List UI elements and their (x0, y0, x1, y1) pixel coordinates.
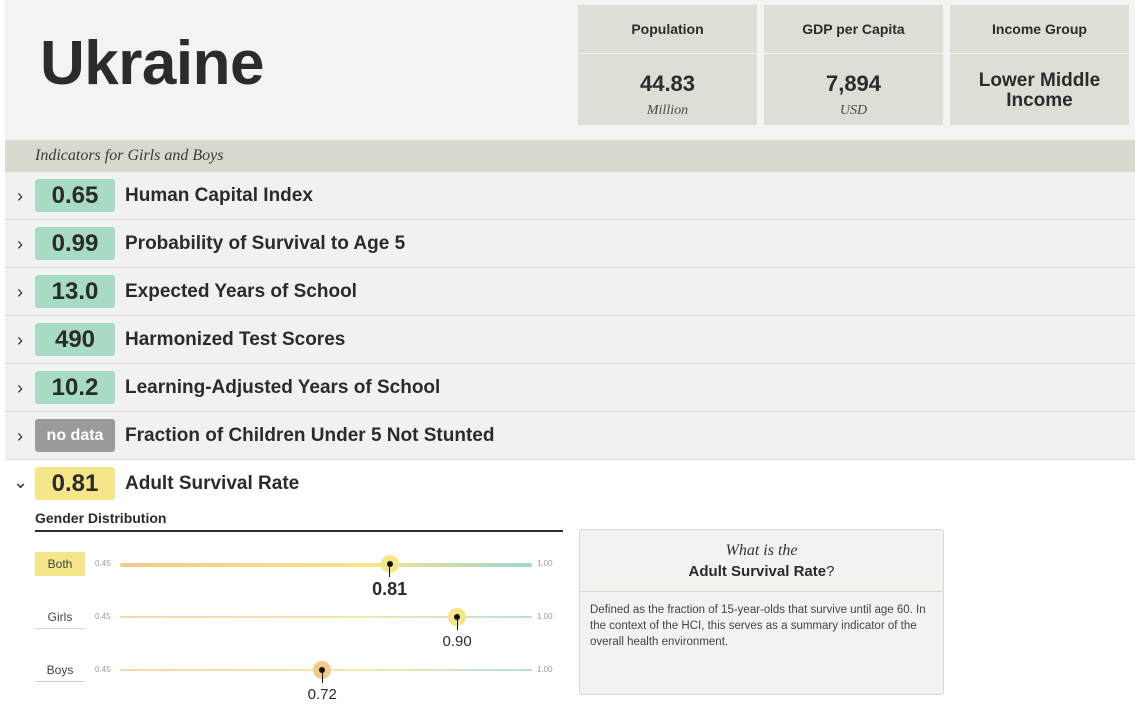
indicator-label: Harmonized Test Scores (125, 329, 346, 350)
marker-pin-head (319, 667, 326, 673)
marker-pin-head (386, 561, 393, 567)
info-definition: Defined as the fraction of 15-year-olds … (590, 604, 926, 648)
indicators-section-title: Indicators for Girls and Boys (35, 147, 224, 164)
info-question-suffix: ? (826, 563, 835, 580)
indicator-row-survival-age-5[interactable]: › 0.99 Probability of Survival to Age 5 (5, 220, 1135, 268)
stat-label: Income Group (950, 5, 1129, 54)
scale-max-label: 1.00 (537, 612, 553, 621)
gender-value-label: 0.72 (307, 686, 337, 703)
gender-toggle-girls[interactable]: Girls (35, 605, 85, 629)
chevron-right-icon[interactable]: › (17, 186, 23, 206)
stat-unit: USD (839, 103, 868, 118)
stat-value: 7,894 (825, 71, 882, 96)
left-rail (0, 0, 5, 712)
stat-label: Population (578, 5, 757, 54)
stat-value: 44.83 (639, 71, 696, 96)
stat-card-gdp: GDP per Capita 7,894 USD (764, 5, 943, 125)
country-title: Ukraine (40, 29, 264, 98)
chevron-right-icon[interactable]: › (17, 378, 23, 398)
scale-min-label: 0.45 (95, 665, 111, 674)
info-question-prefix: What is the (725, 542, 798, 559)
indicator-label: Probability of Survival to Age 5 (125, 233, 406, 254)
indicator-value-badge: 13.0 (35, 275, 115, 308)
indicator-row-lays[interactable]: › 10.2 Learning-Adjusted Years of School (5, 364, 1135, 412)
gender-value-track (120, 563, 532, 567)
indicator-label: Adult Survival Rate (125, 473, 300, 494)
scale-max-label: 1.00 (537, 665, 553, 674)
indicator-value-badge: 0.99 (35, 227, 115, 260)
marker-pin-line (321, 671, 323, 683)
scale-min-label: 0.45 (95, 559, 111, 568)
indicator-row-expected-years-school[interactable]: › 13.0 Expected Years of School (5, 268, 1135, 316)
info-divider (580, 591, 943, 592)
indicator-label: Fraction of Children Under 5 Not Stunted (125, 425, 495, 446)
info-question: Adult Survival Rate? (580, 563, 943, 580)
marker-pin-line (389, 565, 391, 577)
indicator-value-badge: 0.81 (35, 467, 115, 500)
country-header (5, 0, 1135, 140)
stat-value-line: Income (1006, 90, 1073, 111)
chevron-right-icon[interactable]: › (17, 282, 23, 302)
marker-pin-head (454, 614, 461, 620)
gender-toggle-both[interactable]: Both (35, 552, 85, 576)
indicator-value-badge: 490 (35, 323, 115, 356)
indicator-value-badge: 10.2 (35, 371, 115, 404)
indicator-label: Human Capital Index (125, 185, 313, 206)
chevron-right-icon[interactable]: › (17, 330, 23, 350)
stat-value: Lower Middle Income (950, 71, 1129, 111)
scale-max-label: 1.00 (537, 559, 553, 568)
marker-pin-line (456, 618, 458, 630)
gender-distribution-title: Gender Distribution (35, 510, 167, 526)
indicators-section-header: Indicators for Girls and Boys (5, 140, 1135, 172)
gender-value-track (120, 616, 532, 618)
stat-label: GDP per Capita (764, 5, 943, 54)
stat-card-population: Population 44.83 Million (578, 5, 757, 125)
stat-value-line: Lower Middle (978, 70, 1101, 91)
chevron-down-icon[interactable]: ⌄ (13, 472, 29, 492)
indicator-label: Expected Years of School (125, 281, 357, 302)
gender-distribution-rule (35, 530, 563, 532)
gender-value-label: 0.81 (372, 579, 408, 599)
stat-card-income-group: Income Group Lower Middle Income (950, 5, 1129, 125)
stat-unit: Million (646, 103, 689, 118)
indicator-label: Learning-Adjusted Years of School (125, 377, 441, 398)
scale-min-label: 0.45 (95, 612, 111, 621)
indicator-row-test-scores[interactable]: › 490 Harmonized Test Scores (5, 316, 1135, 364)
indicator-value-badge: 0.65 (35, 179, 115, 212)
info-question-term: Adult Survival Rate (688, 563, 827, 580)
gender-value-label: 0.90 (442, 633, 472, 650)
indicator-row-hci[interactable]: › 0.65 Human Capital Index (5, 172, 1135, 220)
indicator-row-adult-survival[interactable]: ⌄ 0.81 Adult Survival Rate (5, 460, 1135, 508)
indicator-row-not-stunted[interactable]: › no data Fraction of Children Under 5 N… (5, 412, 1135, 460)
indicator-info-box: What is the Adult Survival Rate? Defined… (579, 529, 944, 695)
gender-toggle-boys[interactable]: Boys (35, 658, 85, 682)
indicator-value-badge: no data (35, 419, 115, 452)
chevron-right-icon[interactable]: › (17, 426, 23, 446)
chevron-right-icon[interactable]: › (17, 234, 23, 254)
